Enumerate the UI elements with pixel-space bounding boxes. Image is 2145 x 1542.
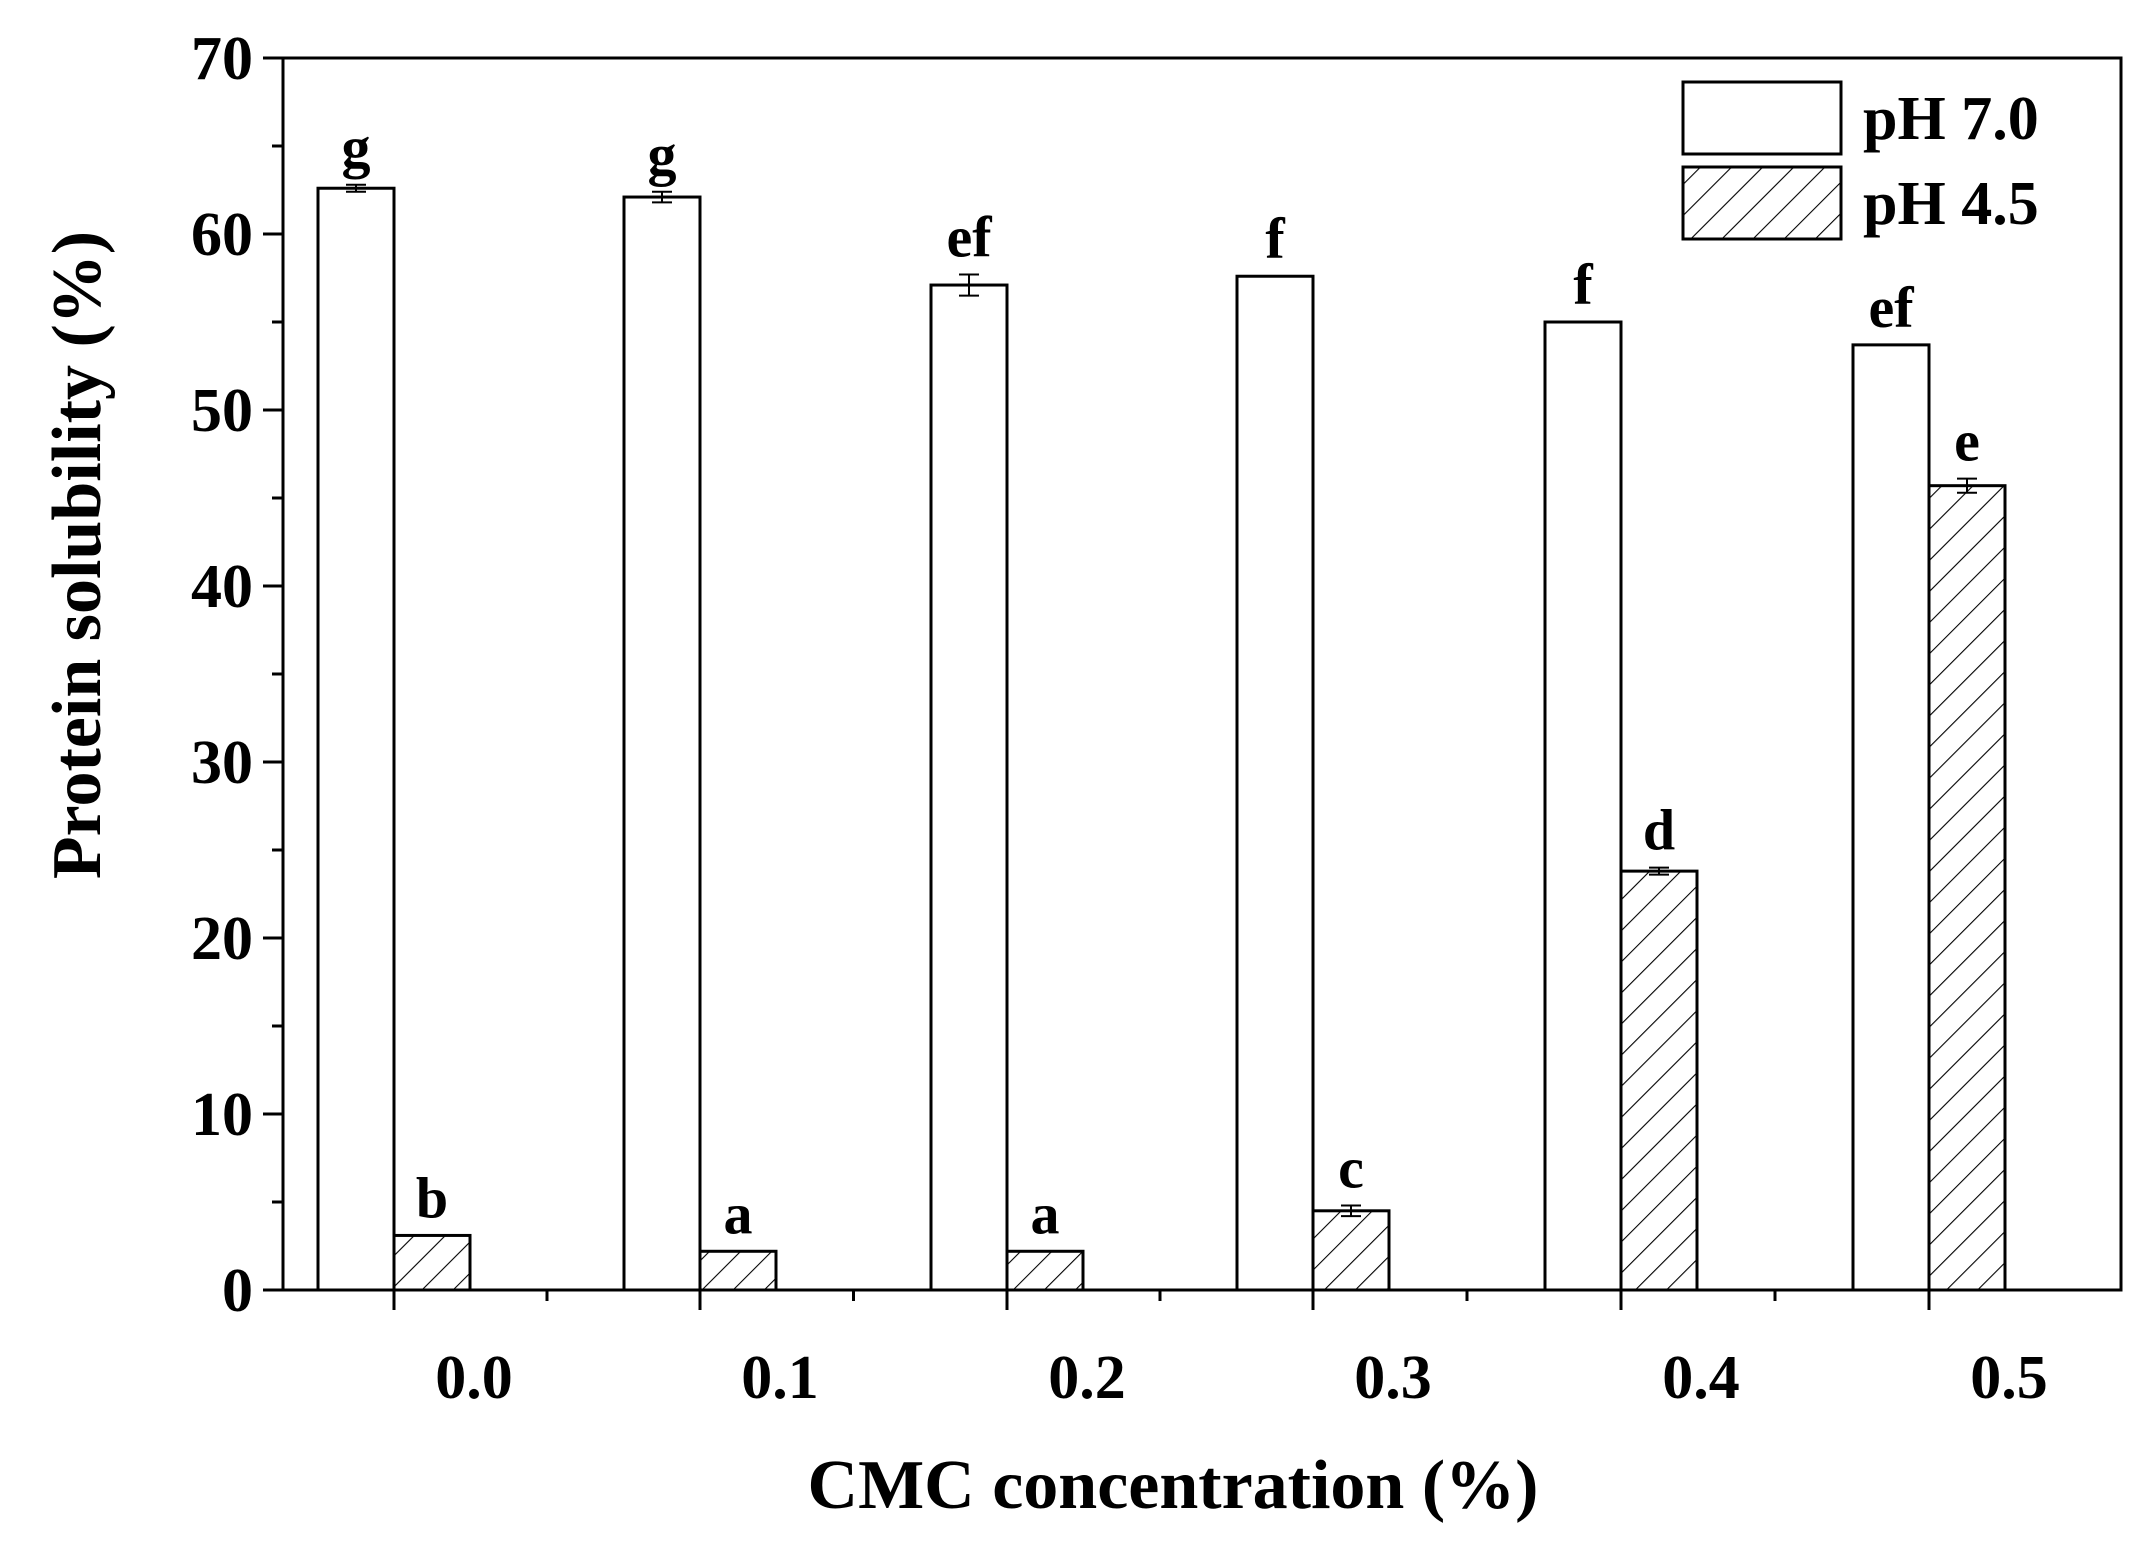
- significance-letter: e: [1954, 409, 1980, 474]
- bar: [1543, 320, 1623, 1292]
- y-tick-label: 30: [191, 729, 253, 797]
- y-tick-label: 40: [191, 553, 253, 621]
- significance-letter: g: [342, 115, 371, 180]
- legend-swatch: [1681, 80, 1843, 156]
- bar: [316, 186, 396, 1292]
- significance-letter: ef: [1868, 275, 1914, 340]
- bar: [1311, 1209, 1391, 1292]
- significance-letter: f: [1265, 206, 1285, 271]
- x-tick-label: 0.2: [1048, 1344, 1126, 1412]
- y-tick-label: 70: [191, 25, 253, 93]
- significance-letter: a: [1031, 1181, 1060, 1246]
- y-axis-title: Protein solubility (%): [39, 231, 116, 879]
- significance-letter: c: [1338, 1136, 1364, 1201]
- y-tick-label: 20: [191, 905, 253, 973]
- y-tick-label: 0: [222, 1257, 253, 1325]
- legend-label: pH 4.5: [1863, 170, 2039, 238]
- bar: [698, 1249, 778, 1292]
- significance-letter: f: [1573, 252, 1593, 317]
- y-tick-label: 50: [191, 377, 253, 445]
- bar: [1851, 343, 1931, 1292]
- plot-frame: [281, 56, 2123, 1292]
- legend-swatch: [1681, 165, 1843, 241]
- significance-letter: a: [724, 1181, 753, 1246]
- significance-letter: d: [1643, 798, 1675, 863]
- y-tick-label: 60: [191, 201, 253, 269]
- x-tick-label: 0.1: [741, 1344, 819, 1412]
- significance-letter: ef: [946, 204, 992, 269]
- bar: [1927, 484, 2007, 1292]
- y-tick-label: 10: [191, 1081, 253, 1149]
- x-axis-title: CMC concentration (%): [808, 1447, 1539, 1524]
- bar: [392, 1233, 472, 1292]
- bar: [1619, 869, 1699, 1292]
- x-tick-label: 0.3: [1354, 1344, 1432, 1412]
- significance-letter: g: [648, 122, 677, 187]
- bar: [1005, 1249, 1085, 1292]
- x-tick-label: 0.4: [1662, 1344, 1740, 1412]
- significance-letter: b: [416, 1165, 448, 1230]
- bar: [929, 283, 1009, 1292]
- bar: [622, 195, 702, 1292]
- bar: [1235, 274, 1315, 1292]
- x-tick-label: 0.5: [1970, 1344, 2048, 1412]
- legend-label: pH 7.0: [1863, 85, 2039, 153]
- x-tick-label: 0.0: [435, 1344, 513, 1412]
